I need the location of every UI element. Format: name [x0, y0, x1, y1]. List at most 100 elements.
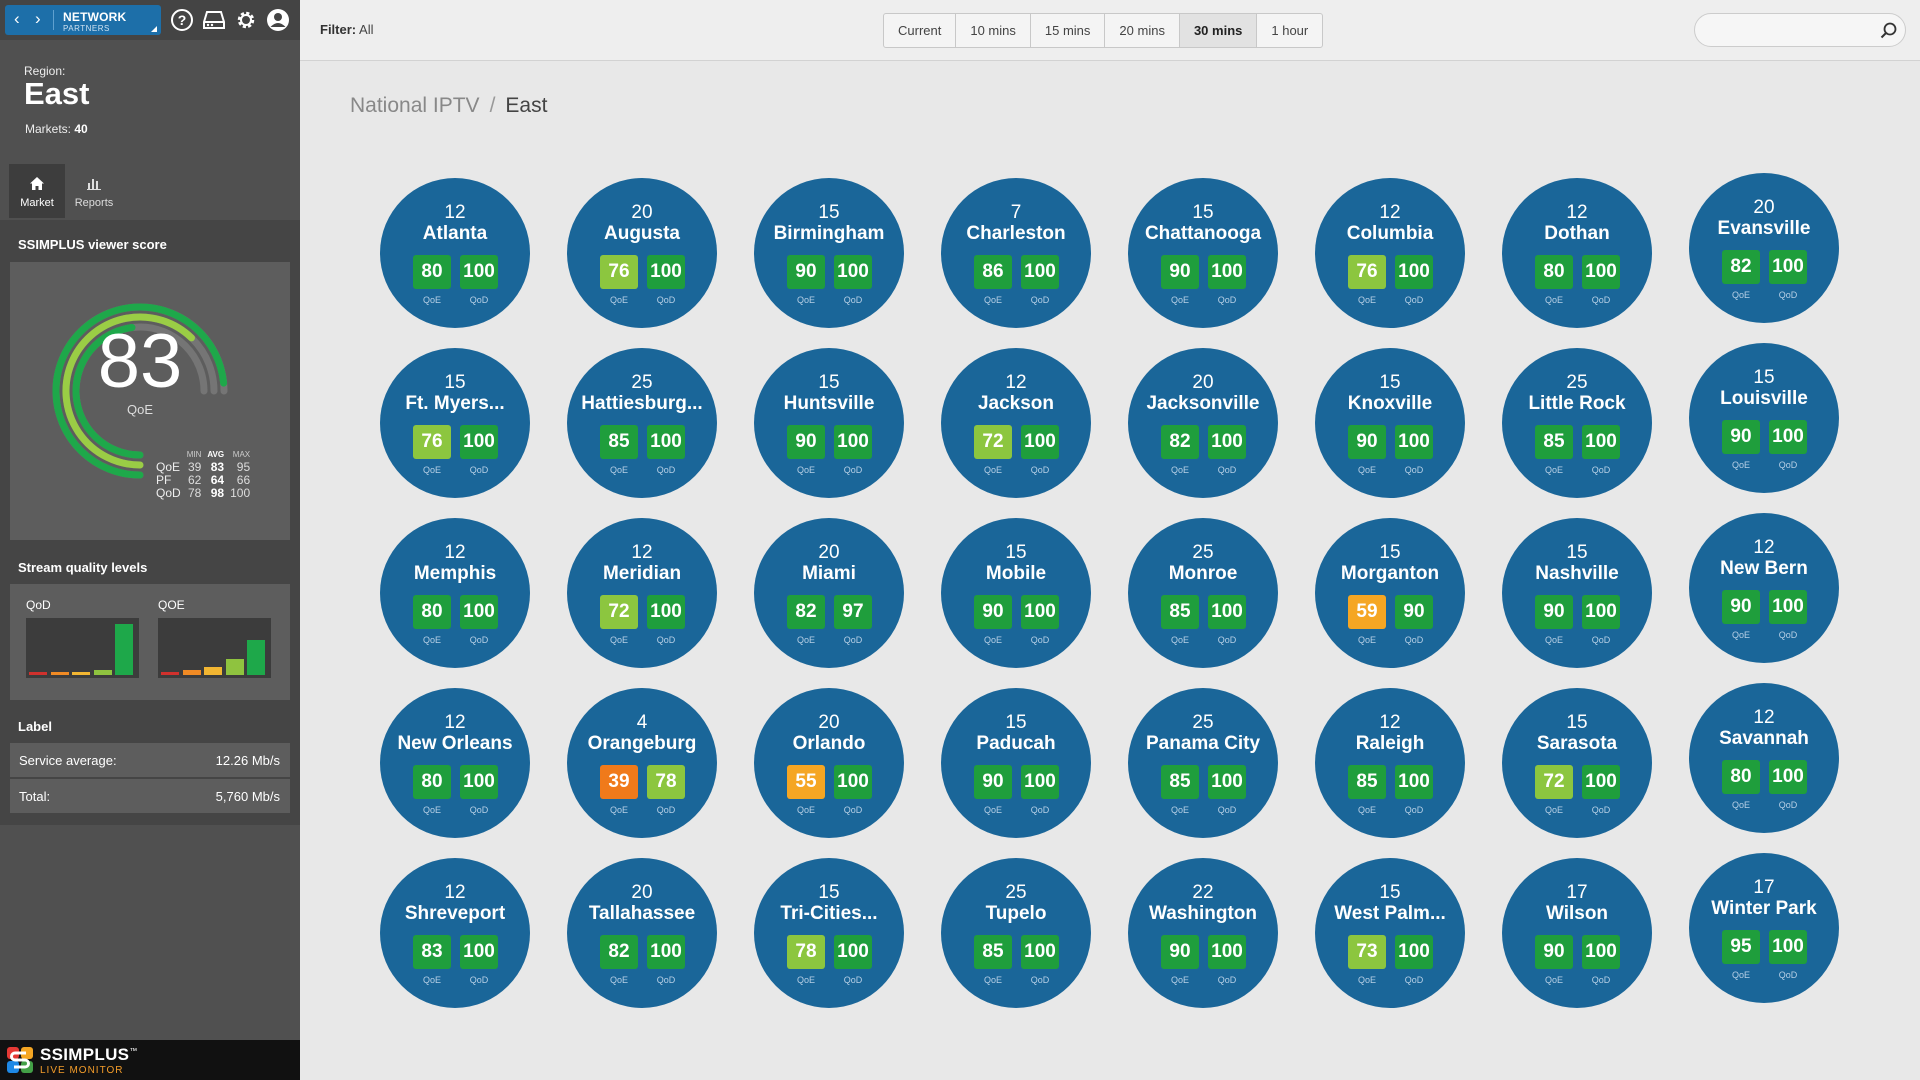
market-tile[interactable]: 15 Huntsville 90 100 QoE QoD [754, 348, 904, 498]
market-tile[interactable]: 12 Atlanta 80 100 QoE QoD [380, 178, 530, 328]
filter-value: All [359, 22, 374, 37]
top-bar: Filter: All Current 10 mins 15 mins 20 mins… [300, 0, 1920, 61]
qoe-score-chip: 82 [1161, 425, 1199, 459]
score-value: 83 [97, 319, 183, 404]
qoe-score-chip: 95 [1722, 930, 1760, 964]
market-tile[interactable]: 25 Tupelo 85 100 QoE QoD [941, 858, 1091, 1008]
market-tile[interactable]: 15 Louisville 90 100 QoE QoD [1689, 343, 1839, 493]
market-name: Orangeburg [587, 733, 697, 754]
market-tile[interactable]: 15 Nashville 90 100 QoE QoD [1502, 518, 1652, 668]
market-tile[interactable]: 15 West Palm... 73 100 QoE QoD [1315, 858, 1465, 1008]
breadcrumb-root[interactable]: National IPTV [350, 94, 480, 117]
qoe-score-chip: 90 [787, 255, 825, 289]
market-tile[interactable]: 12 New Orleans 80 100 QoE QoD [380, 688, 530, 838]
filter-indicator[interactable]: Filter: All [320, 22, 373, 37]
qoe-chip-label: QoE [983, 635, 1002, 645]
qod-chip-label: QoD [469, 975, 489, 985]
qod-score-chip: 100 [1395, 425, 1433, 459]
qoe-score-chip: 90 [974, 765, 1012, 799]
qoe-chip-label: QoE [1544, 465, 1563, 475]
market-name: Wilson [1545, 903, 1609, 924]
market-tile[interactable]: 20 Jacksonville 82 100 QoE QoD [1128, 348, 1278, 498]
market-tile[interactable]: 15 Paducah 90 100 QoE QoD [941, 688, 1091, 838]
total-value: 5,760 Mb/s [215, 789, 280, 804]
market-tile[interactable]: 12 Meridian 72 100 QoE QoD [567, 518, 717, 668]
market-tile[interactable]: 7 Charleston 86 100 QoE QoD [941, 178, 1091, 328]
market-tile[interactable]: 12 New Bern 90 100 QoE QoD [1689, 513, 1839, 663]
qod-score-chip: 100 [834, 765, 872, 799]
qod-score-chip: 97 [834, 595, 872, 629]
market-tile[interactable]: 12 Memphis 80 100 QoE QoD [380, 518, 530, 668]
market-tile[interactable]: 15 Chattanooga 90 100 QoE QoD [1128, 178, 1278, 328]
qoe-level-chart: QOE [152, 598, 272, 684]
market-tile[interactable]: 25 Hattiesburg... 85 100 QoE QoD [567, 348, 717, 498]
market-tile[interactable]: 15 Ft. Myers... 76 100 QoE QoD [380, 348, 530, 498]
market-tile[interactable]: 15 Sarasota 72 100 QoE QoD [1502, 688, 1652, 838]
market-tile[interactable]: 15 Mobile 90 100 QoE QoD [941, 518, 1091, 668]
market-tile[interactable]: 12 Jackson 72 100 QoE QoD [941, 348, 1091, 498]
market-tile[interactable]: 20 Miami 82 97 QoE QoD [754, 518, 904, 668]
search-icon[interactable] [1880, 22, 1897, 39]
market-tile[interactable]: 12 Raleigh 85 100 QoE QoD [1315, 688, 1465, 838]
market-tile[interactable]: 17 Winter Park 95 100 QoE QoD [1689, 853, 1839, 1003]
qod-score-chip: 100 [1208, 425, 1246, 459]
market-channel-count: 4 [636, 712, 648, 733]
qod-chip-label: QoD [1030, 465, 1050, 475]
market-tile[interactable]: 12 Dothan 80 100 QoE QoD [1502, 178, 1652, 328]
time-option-button[interactable]: 20 mins [1105, 14, 1180, 47]
qod-score-chip: 100 [1582, 255, 1620, 289]
market-tile[interactable]: 12 Shreveport 83 100 QoE QoD [380, 858, 530, 1008]
search-input[interactable] [1707, 20, 1881, 42]
qod-chip-label: QoD [1778, 970, 1798, 980]
market-tile[interactable]: 25 Little Rock 85 100 QoE QoD [1502, 348, 1652, 498]
qoe-chip-label: QoE [796, 465, 815, 475]
time-option-button[interactable]: Current [884, 14, 957, 47]
network-partners-switcher[interactable]: ‹ › NETWORK PARTNERS [5, 5, 161, 35]
market-tile[interactable]: 25 Panama City 85 100 QoE QoD [1128, 688, 1278, 838]
qoe-chip-label: QoE [1170, 805, 1189, 815]
chevron-right-icon[interactable]: › [35, 9, 41, 28]
market-tile[interactable]: 15 Tri-Cities... 78 100 QoE QoD [754, 858, 904, 1008]
market-tile[interactable]: 12 Savannah 80 100 QoE QoD [1689, 683, 1839, 833]
svg-text:?: ? [178, 12, 187, 28]
market-channel-count: 15 [1379, 372, 1401, 393]
score-gauge: 83 QoE MIN AVG MAX QoE 39 83 95 [10, 262, 290, 540]
market-tile[interactable]: 20 Orlando 55 100 QoE QoD [754, 688, 904, 838]
gear-icon[interactable] [234, 8, 258, 32]
qoe-score-chip: 86 [974, 255, 1012, 289]
qod-score-chip: 100 [647, 595, 685, 629]
gauge-arc-qoe [62, 313, 195, 469]
quality-level-bar [204, 667, 222, 675]
server-icon[interactable] [202, 8, 226, 32]
market-tile[interactable]: 20 Augusta 76 100 QoE QoD [567, 178, 717, 328]
market-tile[interactable]: 15 Birmingham 90 100 QoE QoD [754, 178, 904, 328]
service-average-label: Service average: [19, 753, 117, 768]
chevron-left-icon[interactable]: ‹ [14, 9, 20, 28]
market-tile[interactable]: 20 Evansville 82 100 QoE QoD [1689, 173, 1839, 323]
market-tile[interactable]: 20 Tallahassee 82 100 QoE QoD [567, 858, 717, 1008]
market-tile[interactable]: 22 Washington 90 100 QoE QoD [1128, 858, 1278, 1008]
qoe-score-chip: 90 [1535, 595, 1573, 629]
time-option-button[interactable]: 1 hour [1271, 23, 1309, 38]
market-tile[interactable]: 17 Wilson 90 100 QoE QoD [1502, 858, 1652, 1008]
time-option-button[interactable]: 30 mins [1179, 14, 1258, 47]
user-icon[interactable] [266, 8, 290, 32]
market-tile[interactable]: 12 Columbia 76 100 QoE QoD [1315, 178, 1465, 328]
time-option-button[interactable]: 15 mins [1031, 14, 1106, 47]
tab-reports[interactable]: Reports [66, 164, 122, 218]
market-channel-count: 15 [1379, 882, 1401, 903]
market-tile[interactable]: 15 Morganton 59 90 QoE QoD [1315, 518, 1465, 668]
viewer-score-title: SSIMPLUS viewer score [18, 237, 167, 252]
qoe-chip-label: QoE [609, 465, 628, 475]
time-option-button[interactable]: 10 mins [956, 14, 1031, 47]
market-tile[interactable]: 4 Orangeburg 39 78 QoE QoD [567, 688, 717, 838]
market-tile[interactable]: 25 Monroe 85 100 QoE QoD [1128, 518, 1278, 668]
qod-chip-label: QoD [469, 635, 489, 645]
qod-score-chip: 100 [460, 765, 498, 799]
help-icon[interactable]: ? [170, 8, 194, 32]
market-tile[interactable]: 15 Knoxville 90 100 QoE QoD [1315, 348, 1465, 498]
qod-chip-label: QoD [1030, 805, 1050, 815]
qod-score-chip: 100 [834, 255, 872, 289]
qod-score-chip: 100 [1021, 425, 1059, 459]
tab-market[interactable]: Market [9, 164, 65, 218]
